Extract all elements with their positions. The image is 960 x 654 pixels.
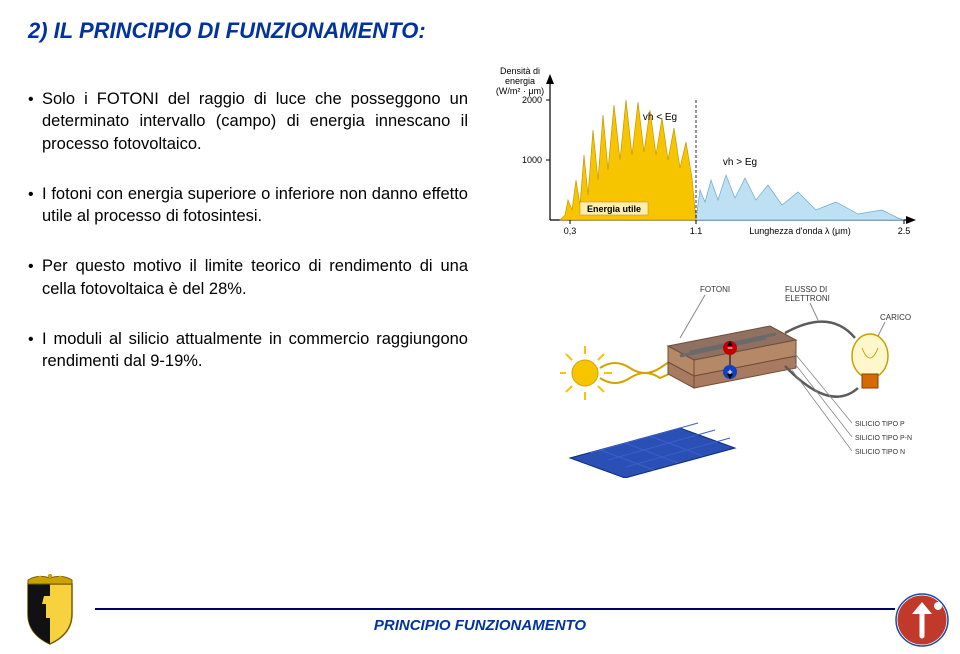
bullet-dot: • xyxy=(28,328,42,373)
layer-n-label: SILICIO TIPO N xyxy=(855,449,905,456)
bullet-text: I fotoni con energia superiore o inferio… xyxy=(42,183,468,228)
flow-label-1: FLUSSO DI xyxy=(785,285,827,294)
label-right: vh > Eg xyxy=(723,157,757,168)
footer-text: PRINCIPIO FUNZIONAMENTO xyxy=(0,617,960,634)
x-tick: 2.5 xyxy=(898,226,911,236)
flow-label-2: ELETTRONI xyxy=(785,294,830,303)
layer-p-label: SILICIO TIPO P xyxy=(855,421,905,428)
layer-pn-label: SILICIO TIPO P-N xyxy=(855,435,912,442)
y-tick: 1000 xyxy=(522,155,542,165)
bullet-dot: • xyxy=(28,183,42,228)
bullet-text: Per questo motivo il limite teorico di r… xyxy=(42,255,468,300)
brand-logo-icon xyxy=(894,592,950,648)
bullet-item: • Solo i FOTONI del raggio di luce che p… xyxy=(28,88,468,155)
load-bulb xyxy=(852,334,888,378)
bullet-item: • I moduli al silicio attualmente in com… xyxy=(28,328,468,373)
label-left: vh < Eg xyxy=(643,112,677,123)
load-label: CARICO xyxy=(880,313,911,322)
x-tick: 0,3 xyxy=(564,226,577,236)
y-label-1: Densità di xyxy=(500,66,540,76)
bullet-item: • Per questo motivo il limite teorico di… xyxy=(28,255,468,300)
bullet-dot: • xyxy=(28,255,42,300)
bullet-text: I moduli al silicio attualmente in comme… xyxy=(42,328,468,373)
x-axis-label: Lunghezza d'onda λ (μm) xyxy=(749,226,850,236)
useful-label: Energia utile xyxy=(587,204,641,214)
y-label-2: energia xyxy=(505,76,535,86)
y-tick: 2000 xyxy=(522,95,542,105)
footer-rule xyxy=(95,608,895,610)
bullet-text: Solo i FOTONI del raggio di luce che pos… xyxy=(42,88,468,155)
crest-icon xyxy=(20,574,80,646)
bullet-dot: • xyxy=(28,88,42,155)
pv-diagram: − + FOTONI FLUSSO DI ELETTRONI CARICO SI… xyxy=(560,278,920,478)
bullet-item: • I fotoni con energia superiore o infer… xyxy=(28,183,468,228)
bullet-list: • Solo i FOTONI del raggio di luce che p… xyxy=(28,88,468,400)
photon-label: FOTONI xyxy=(700,285,730,294)
x-tick: 1.1 xyxy=(690,226,703,236)
spectrum-chart: Densità di energia (W/m² · μm) 2000 1000… xyxy=(490,60,930,250)
page-title: 2) IL PRINCIPIO DI FUNZIONAMENTO: xyxy=(28,18,426,44)
